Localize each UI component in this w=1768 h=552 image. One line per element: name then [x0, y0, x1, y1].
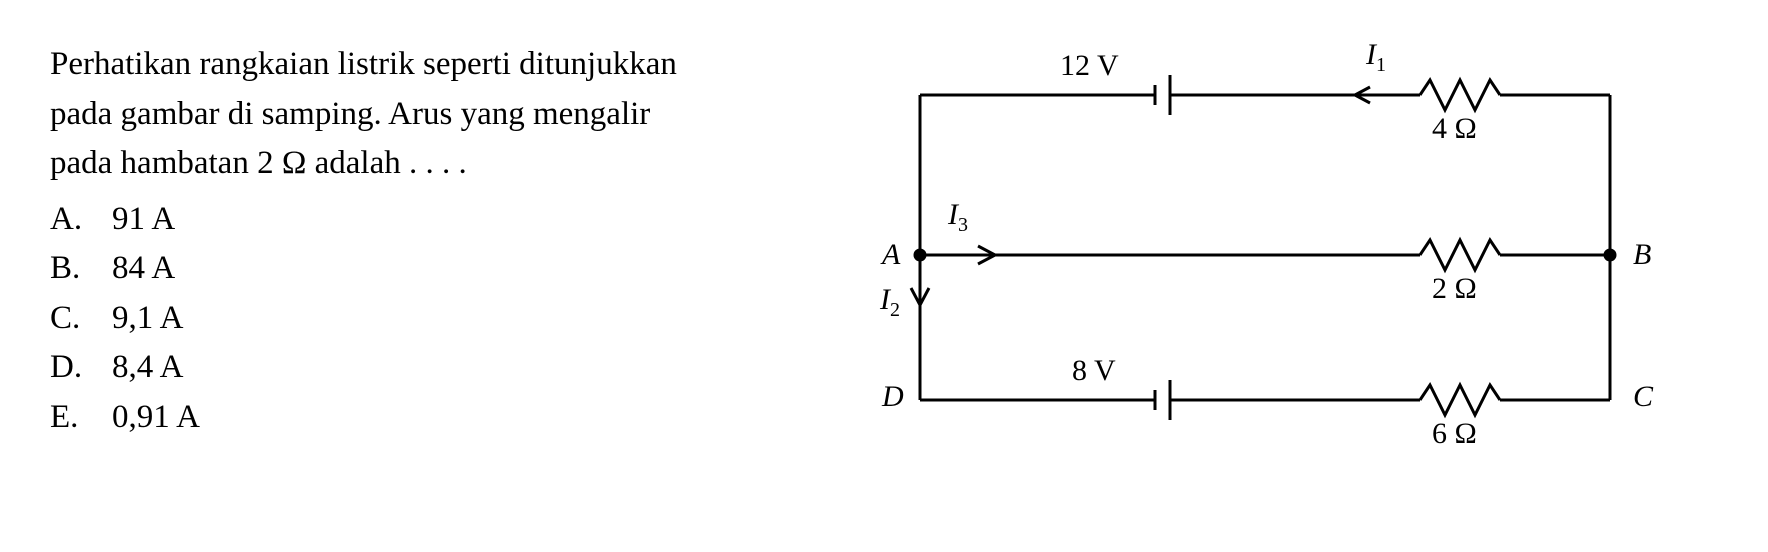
label-i2: I2	[880, 283, 900, 322]
choice-d-letter: D.	[50, 343, 112, 393]
circuit-diagram: 12 V I1 4 Ω I3 A B 2 Ω I2 D 8 V 6 Ω C	[850, 40, 1670, 460]
label-2ohm: 2 Ω	[1432, 272, 1477, 306]
circuit-svg	[850, 40, 1670, 470]
label-node-d: D	[882, 380, 904, 414]
question-text: Perhatikan rangkaian listrik seperti dit…	[50, 40, 790, 189]
choices-list: A. 91 A B. 84 A C. 9,1 A D. 8,4 A E. 0,9…	[50, 195, 790, 443]
choice-e-value: 0,91 A	[112, 393, 790, 443]
question-line-3-post: adalah . . . .	[306, 145, 466, 181]
label-8v: 8 V	[1072, 354, 1116, 388]
choice-e: E. 0,91 A	[50, 393, 790, 443]
choice-b-value: 84 A	[112, 244, 790, 294]
label-node-a: A	[882, 238, 900, 272]
question-block: Perhatikan rangkaian listrik seperti dit…	[50, 40, 790, 460]
choice-b: B. 84 A	[50, 244, 790, 294]
choice-a-letter: A.	[50, 195, 112, 245]
label-node-c: C	[1633, 380, 1653, 414]
choice-e-letter: E.	[50, 393, 112, 443]
label-i3: I3	[948, 198, 968, 237]
label-12v: 12 V	[1060, 49, 1119, 83]
label-4ohm: 4 Ω	[1432, 112, 1477, 146]
question-omega: Ω	[282, 145, 307, 181]
choice-d: D. 8,4 A	[50, 343, 790, 393]
choice-b-letter: B.	[50, 244, 112, 294]
label-6ohm: 6 Ω	[1432, 417, 1477, 451]
label-node-b: B	[1633, 238, 1651, 272]
choice-c: C. 9,1 A	[50, 294, 790, 344]
choice-a: A. 91 A	[50, 195, 790, 245]
label-i1: I1	[1366, 38, 1386, 77]
choice-a-value: 91 A	[112, 195, 790, 245]
question-line-3-pre: pada hambatan 2	[50, 145, 282, 181]
choice-d-value: 8,4 A	[112, 343, 790, 393]
question-line-1: Perhatikan rangkaian listrik seperti dit…	[50, 46, 677, 82]
choice-c-value: 9,1 A	[112, 294, 790, 344]
question-line-2: pada gambar di samping. Arus yang mengal…	[50, 96, 650, 132]
choice-c-letter: C.	[50, 294, 112, 344]
